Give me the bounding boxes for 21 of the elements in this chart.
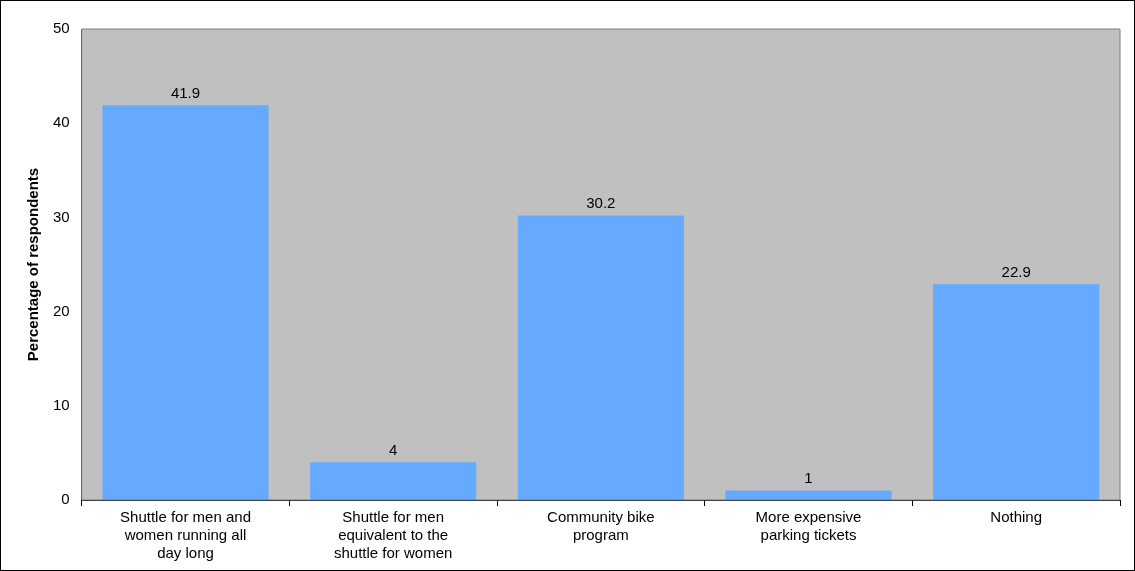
bar [310,462,477,500]
x-tick-label: Shuttle for men equivalent to the shuttle for women [333,508,453,562]
data-label: 41.9 [170,83,201,101]
data-label: 22.9 [1001,262,1031,280]
bar [517,215,684,500]
bar [933,284,1100,500]
x-tick-label: Nothing [990,508,1043,526]
y-tick-label: 30 [53,207,70,225]
y-tick-label: 20 [53,301,70,319]
y-tick-label: 40 [53,113,70,131]
x-tick-label: Shuttle for men and women running all day long [120,508,251,562]
y-axis-title: Percentage of respondents [24,167,42,362]
y-tick-label: 50 [53,19,70,37]
data-label: 30.2 [586,194,616,212]
x-tick-label: More expensive parking tickets [755,508,862,544]
y-tick-label: 10 [53,395,70,413]
x-tick-label: Community bike program [547,508,655,544]
data-label: 4 [389,440,398,458]
bar [102,105,269,500]
y-tick-label: 0 [61,490,70,508]
data-label: 1 [804,469,813,487]
